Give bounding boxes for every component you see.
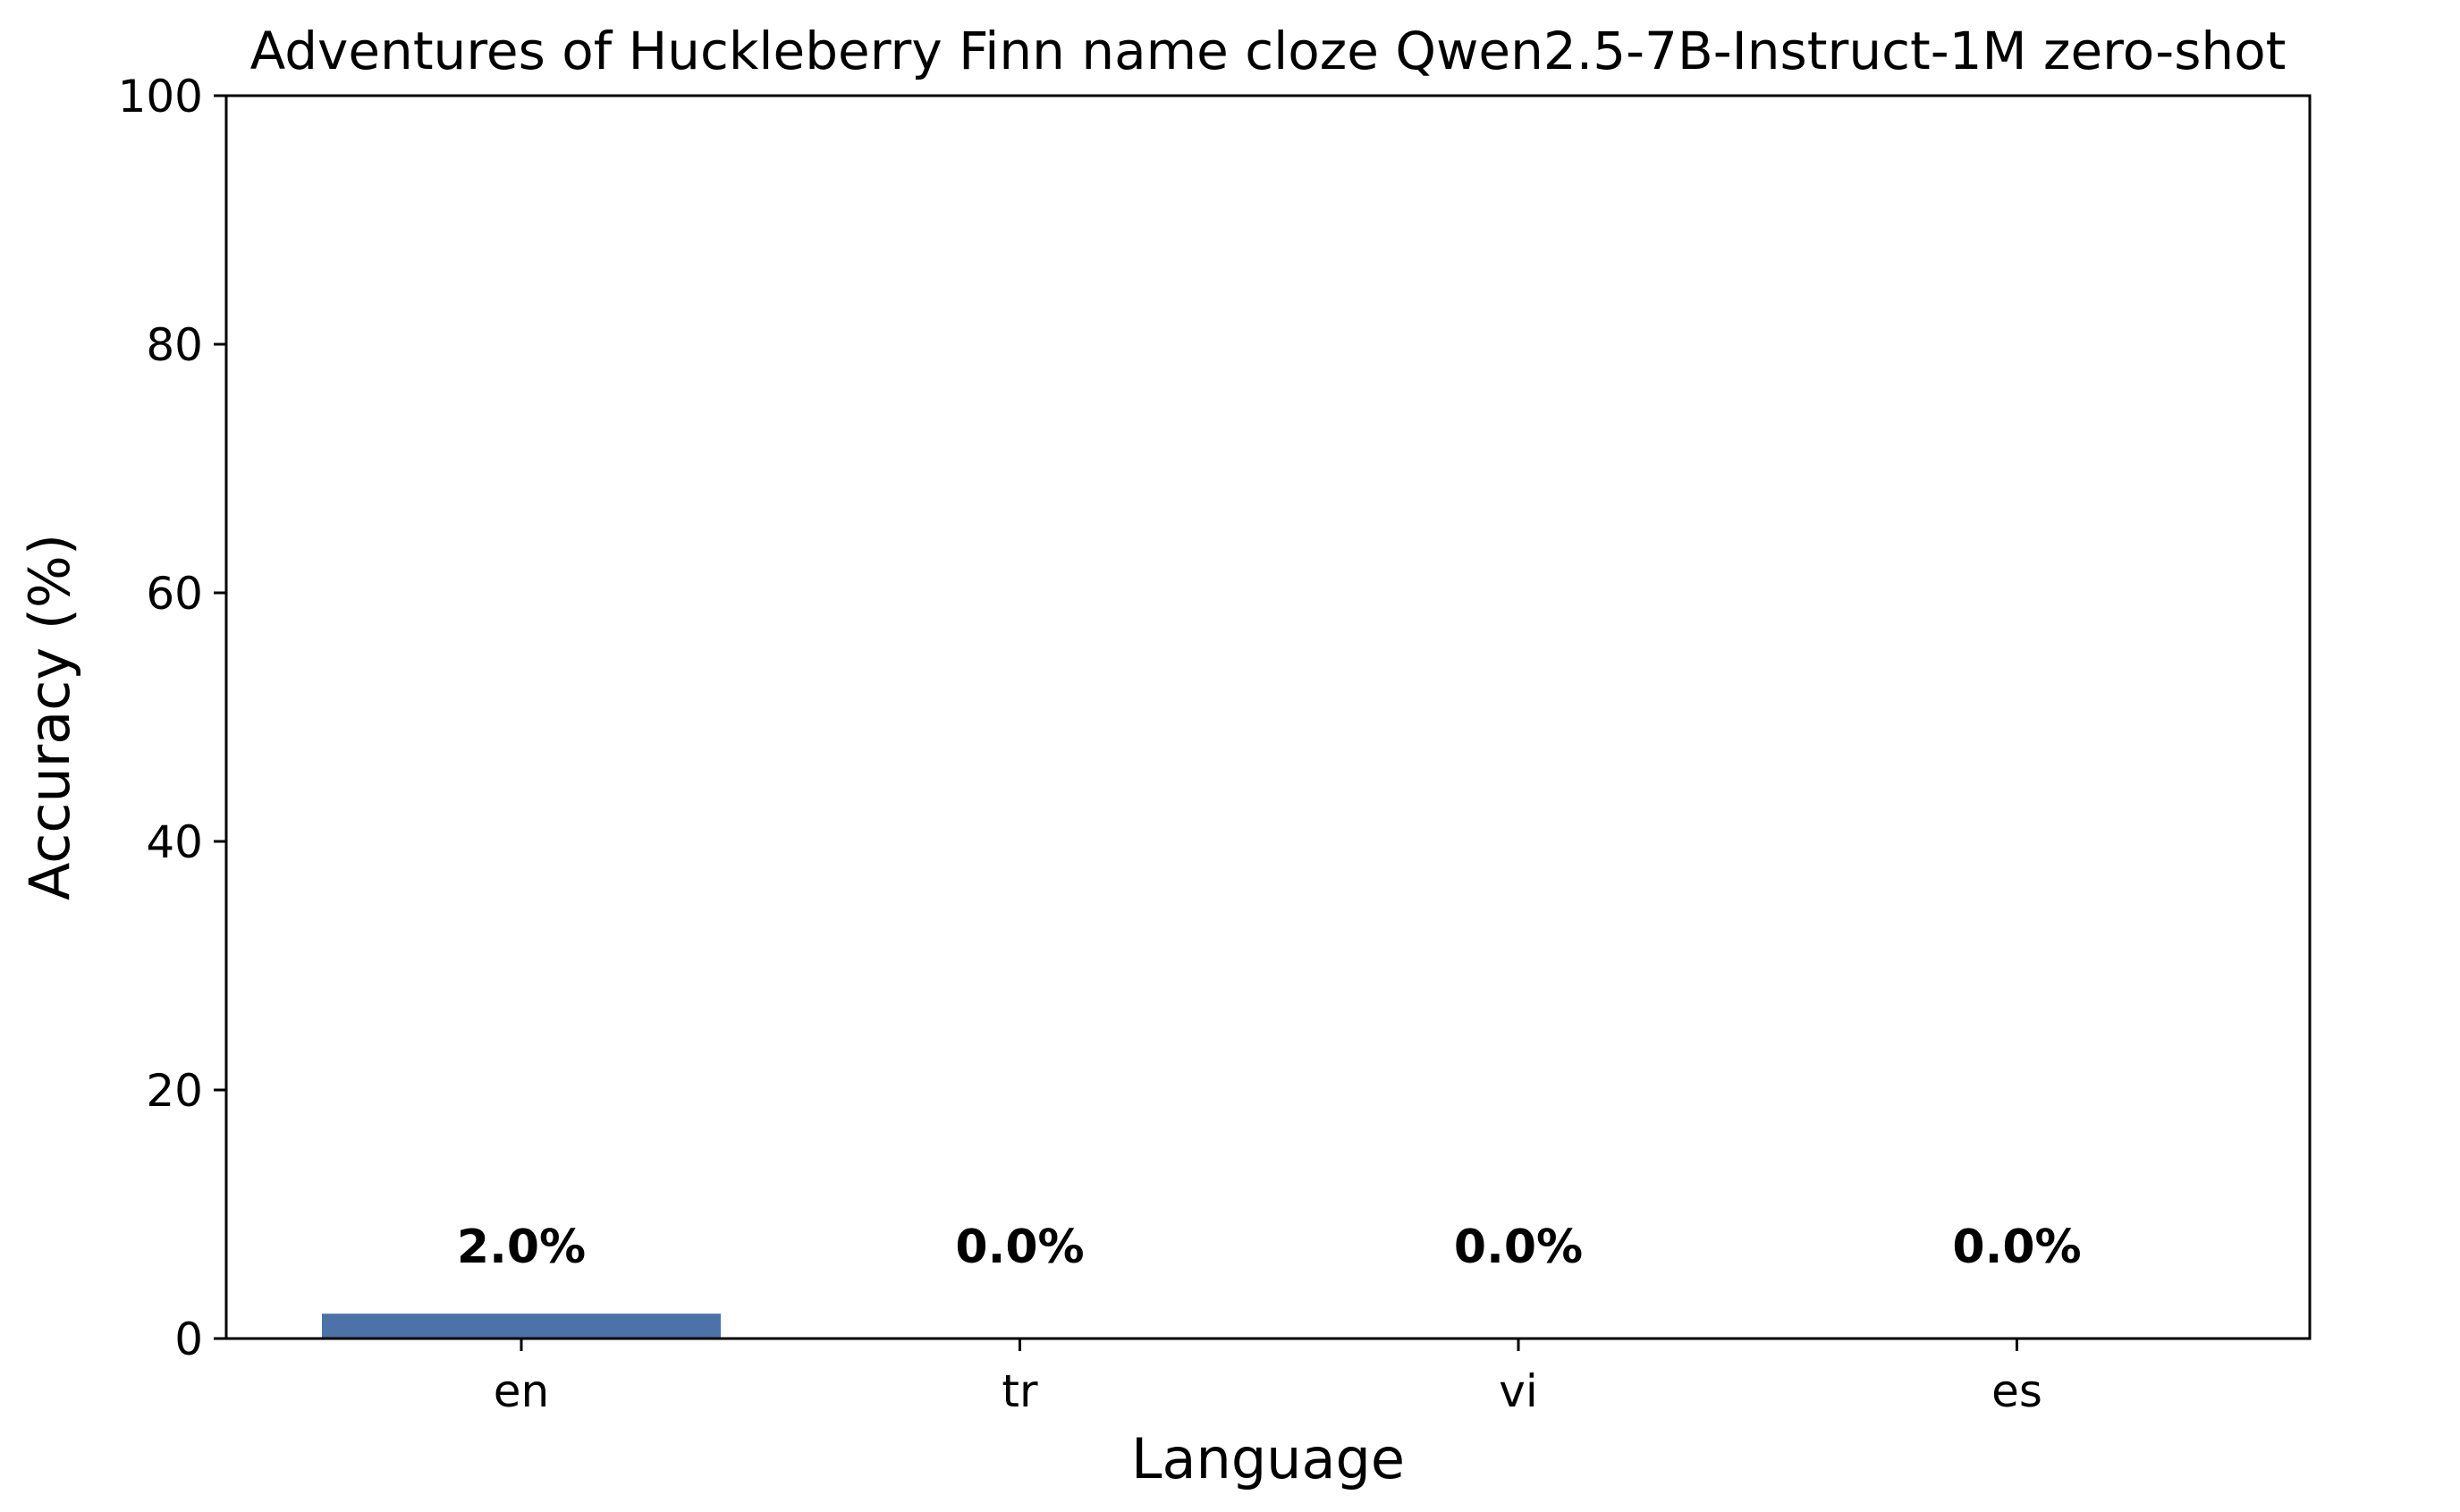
y-tick-label-0: 0	[174, 1313, 203, 1365]
y-axis-label: Accuracy (%)	[17, 534, 82, 900]
x-tick-label-en: en	[494, 1365, 549, 1417]
y-tick-label-40: 40	[146, 816, 203, 868]
y-tick-label-80: 80	[146, 319, 203, 371]
x-tick-label-vi: vi	[1499, 1365, 1537, 1417]
x-tick-label-es: es	[1991, 1365, 2042, 1417]
y-tick-label-20: 20	[146, 1065, 203, 1117]
y-tick-label-100: 100	[118, 71, 203, 122]
data-label-en: 2.0%	[457, 1221, 586, 1274]
plot-area: 2.0% 0.0% 0.0% 0.0%	[224, 94, 2312, 1340]
x-tick-label-tr: tr	[1002, 1365, 1038, 1417]
data-label-vi: 0.0%	[1454, 1221, 1583, 1274]
axes-frame	[224, 94, 2312, 1340]
bars-layer	[322, 1313, 721, 1339]
x-axis: en tr vi es	[494, 1339, 2042, 1417]
data-label-tr: 0.0%	[955, 1221, 1084, 1274]
y-axis: 0 20 40 60 80 100	[118, 71, 226, 1365]
data-label-es: 0.0%	[1952, 1221, 2081, 1274]
chart-title: Adventures of Huckleberry Finn name cloz…	[250, 21, 2287, 81]
y-tick-label-60: 60	[146, 568, 203, 620]
x-axis-label: Language	[1131, 1426, 1405, 1491]
bar-en	[322, 1313, 721, 1339]
data-labels-layer: 2.0% 0.0% 0.0% 0.0%	[457, 1221, 2082, 1274]
